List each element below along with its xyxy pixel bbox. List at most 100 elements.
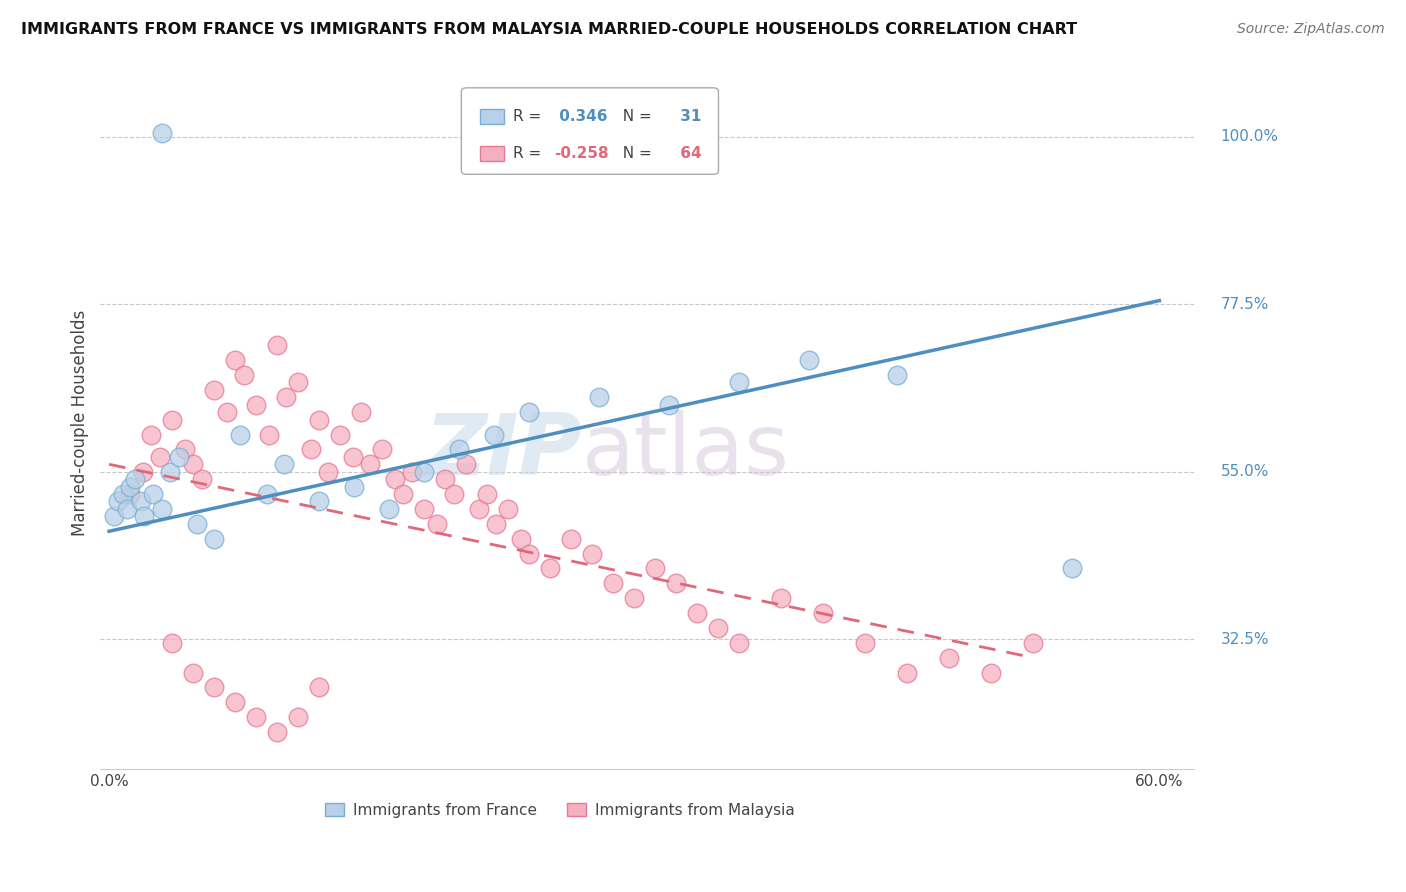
Point: [581, 547, 603, 561]
Point: [139, 427, 162, 442]
Point: [686, 606, 709, 620]
Point: [456, 458, 478, 472]
Point: [517, 547, 540, 561]
Text: 55.0%: 55.0%: [1220, 464, 1270, 479]
Text: R =: R =: [513, 109, 546, 124]
Point: [266, 338, 288, 352]
Point: [308, 494, 330, 508]
Text: 100.0%: 100.0%: [1220, 129, 1278, 145]
Point: [202, 681, 225, 695]
Text: 64: 64: [675, 145, 702, 161]
Point: [124, 472, 146, 486]
Point: [623, 591, 645, 606]
Point: [224, 353, 246, 368]
Point: [509, 532, 531, 546]
Point: [728, 636, 751, 650]
Point: [229, 427, 252, 442]
Point: [560, 532, 582, 546]
Point: [886, 368, 908, 382]
Point: [1060, 561, 1083, 575]
Point: [308, 412, 330, 426]
Point: [181, 665, 204, 680]
Point: [1022, 636, 1045, 650]
Point: [107, 494, 129, 508]
Point: [477, 487, 499, 501]
FancyBboxPatch shape: [479, 109, 503, 124]
Text: R =: R =: [513, 145, 546, 161]
Point: [342, 450, 364, 464]
Point: [308, 681, 330, 695]
Point: [142, 487, 165, 501]
Point: [707, 621, 730, 635]
Point: [443, 487, 465, 501]
Point: [186, 516, 208, 531]
Point: [132, 509, 155, 524]
Point: [658, 398, 681, 412]
Text: atlas: atlas: [582, 409, 790, 492]
Point: [112, 487, 135, 501]
Point: [150, 126, 173, 140]
Point: [115, 502, 138, 516]
Point: [813, 606, 835, 620]
Point: [159, 465, 181, 479]
Point: [181, 458, 204, 472]
Point: [129, 494, 152, 508]
Point: [350, 405, 373, 419]
Point: [224, 695, 246, 709]
Point: [190, 472, 212, 486]
Point: [266, 725, 288, 739]
Point: [665, 576, 688, 591]
FancyBboxPatch shape: [479, 145, 503, 161]
Text: 0.346: 0.346: [554, 109, 607, 124]
Point: [215, 405, 238, 419]
Point: [160, 412, 183, 426]
Point: [449, 442, 471, 457]
Point: [316, 465, 339, 479]
Point: [938, 650, 960, 665]
Point: [853, 636, 876, 650]
Point: [468, 502, 491, 516]
Point: [359, 458, 381, 472]
Point: [287, 710, 309, 724]
Point: [517, 405, 540, 419]
Text: 31: 31: [675, 109, 702, 124]
Point: [392, 487, 415, 501]
Point: [202, 532, 225, 546]
Point: [588, 390, 610, 404]
Point: [602, 576, 624, 591]
Text: 77.5%: 77.5%: [1220, 297, 1270, 312]
Point: [120, 480, 142, 494]
Point: [173, 442, 195, 457]
Point: [273, 458, 295, 472]
Point: [484, 516, 506, 531]
Point: [299, 442, 322, 457]
Point: [150, 502, 173, 516]
Point: [245, 710, 267, 724]
Point: [538, 561, 561, 575]
Point: [401, 465, 423, 479]
Text: -0.258: -0.258: [554, 145, 609, 161]
Point: [799, 353, 821, 368]
Point: [202, 383, 225, 397]
Point: [426, 516, 449, 531]
Text: N =: N =: [613, 145, 657, 161]
Point: [148, 450, 170, 464]
Point: [384, 472, 406, 486]
Point: [167, 450, 190, 464]
Point: [371, 442, 394, 457]
Point: [232, 368, 254, 382]
Point: [482, 427, 505, 442]
Point: [434, 472, 457, 486]
Point: [287, 376, 309, 390]
Point: [257, 427, 280, 442]
Point: [770, 591, 793, 606]
Y-axis label: Married-couple Households: Married-couple Households: [72, 310, 89, 536]
Text: 32.5%: 32.5%: [1220, 632, 1270, 647]
Text: Source: ZipAtlas.com: Source: ZipAtlas.com: [1237, 22, 1385, 37]
Point: [120, 487, 142, 501]
Point: [132, 465, 155, 479]
Point: [245, 398, 267, 412]
Legend: Immigrants from France, Immigrants from Malaysia: Immigrants from France, Immigrants from …: [319, 797, 800, 824]
Point: [413, 502, 436, 516]
Point: [343, 480, 366, 494]
